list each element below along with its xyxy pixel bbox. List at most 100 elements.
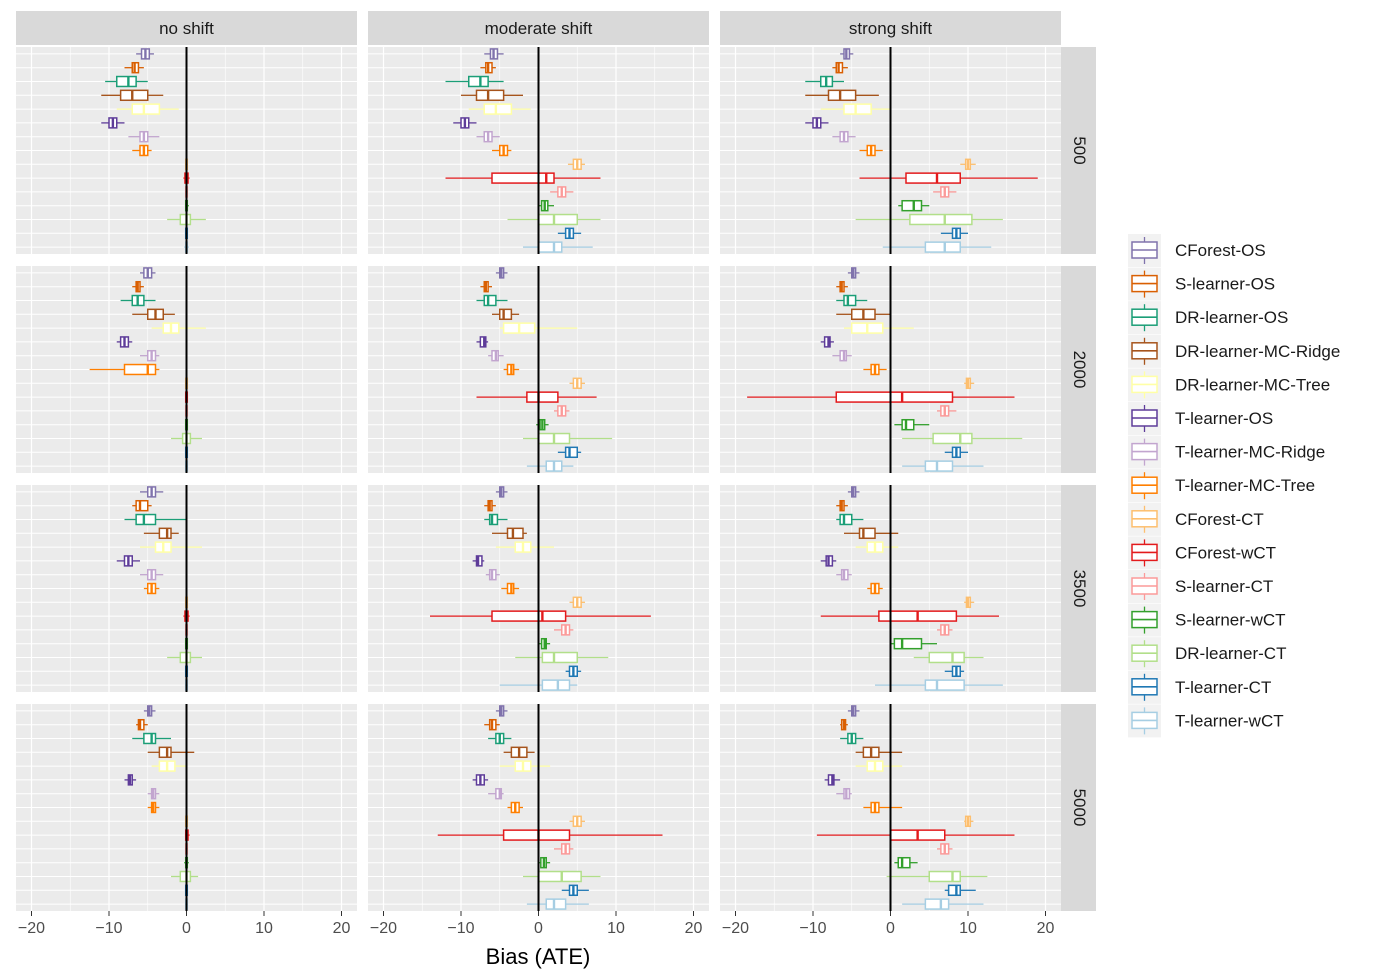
box-dr-learner-os [836,294,868,307]
box-t-learner-wct [526,898,589,910]
legend-item: DR-learner-MC-Ridge [1128,334,1340,368]
box-dr-learner-mc-ridge [492,527,527,540]
box-s-learner-ct [933,186,957,198]
panel [16,47,357,254]
panel [16,485,357,692]
box-iqr [843,294,857,307]
col-strip [16,11,357,45]
box-t-learner-mc-ridge [128,130,160,143]
box-t-learner-ct [940,227,968,240]
box-cforest-wct [747,391,1015,403]
box-iqr [924,679,965,691]
row-strip-label: 2000 [1070,351,1089,389]
box-dr-learner-mc-tree [855,760,903,772]
box-cforest-ct [964,377,975,390]
box-s-learner-ct [550,186,574,198]
box-dr-learner-mc-ridge [503,746,535,759]
box-t-learner-mc-ridge [832,130,856,143]
box-iqr [928,870,961,883]
box-t-learner-mc-ridge [836,787,852,800]
box-t-learner-mc-tree [863,363,887,376]
box-s-learner-os [836,499,848,512]
box-t-learner-mc-tree [503,363,520,376]
col-strip [368,11,709,45]
box-dr-learner-mc-ridge [101,89,164,102]
box-t-learner-mc-ridge [476,130,500,143]
box-t-learner-ct [944,446,968,459]
box-t-learner-mc-ridge [836,568,852,581]
box-t-learner-wct [526,460,574,472]
legend-item: S-learner-OS [1128,267,1275,301]
col-strip [720,11,1061,45]
box-cforest-os [140,486,164,498]
x-tick-label: 0 [886,920,895,937]
box-dr-learner-mc-tree [468,103,531,115]
box-t-learner-ct [944,884,976,897]
legend-item: S-learner-CT [1128,570,1273,603]
legend-label: DR-learner-MC-Ridge [1175,342,1340,361]
legend-item: CForest-OS [1128,234,1266,267]
x-tick-label: 20 [685,920,703,937]
box-dr-learner-mc-ridge [836,308,891,321]
box-iqr [491,172,555,184]
x-tick-label: −20 [722,920,749,937]
box-iqr [123,363,157,376]
legend-label: S-learner-CT [1175,577,1273,596]
legend-label: CForest-OS [1175,241,1266,260]
box-s-learner-os [480,280,492,293]
box-s-learner-os [840,718,848,731]
box-dr-learner-mc-ridge [844,527,899,540]
x-tick-label: 10 [959,920,977,937]
box-t-learner-mc-ridge [488,787,504,800]
legend-label: DR-learner-MC-Tree [1175,375,1330,394]
box-t-learner-mc-ridge [140,568,164,581]
box-dr-learner-os [120,294,156,307]
box-s-learner-os [480,61,496,74]
box-iqr [909,213,973,226]
box-dr-learner-ct [523,432,613,445]
box-t-learner-os [101,117,125,129]
box-dr-learner-mc-tree [151,760,187,772]
box-s-learner-ct [554,843,574,855]
box-cforest-os [143,705,156,717]
box-cforest-os [847,486,860,498]
box-iqr [932,432,973,445]
x-tick-label: 10 [255,920,273,937]
x-tick-label: 20 [1037,920,1055,937]
box-iqr [506,527,524,540]
box-dr-learner-os [445,75,504,88]
box-iqr [131,103,161,115]
box-dr-learner-ct [913,651,984,664]
box-iqr [905,172,961,184]
box-iqr [537,241,563,253]
box-t-learner-mc-tree [143,582,160,595]
panels-layer: no shift moderate shift strong shift500200… [16,11,1096,937]
box-t-learner-mc-ridge [485,568,500,581]
box-dr-learner-os [105,75,148,88]
box-s-learner-wct [890,637,937,650]
box-t-learner-wct [523,241,593,253]
box-t-learner-wct [902,898,984,910]
box-iqr [537,870,582,883]
legend-label: DR-learner-OS [1175,308,1288,327]
box-dr-learner-mc-tree [495,541,554,553]
box-cforest-wct [859,172,1038,184]
box-iqr [483,103,513,115]
box-t-learner-mc-ridge [488,349,504,362]
box-dr-learner-os [124,513,187,526]
box-cforest-os [136,48,154,60]
box-s-learner-os [124,61,144,74]
box-iqr [835,391,954,403]
box-dr-learner-ct [902,432,1023,445]
box-t-learner-os [820,336,834,348]
box-s-learner-wct [894,418,930,431]
box-dr-learner-ct [523,870,601,883]
box-iqr [502,829,571,841]
box-t-learner-ct [561,884,589,897]
x-tick-label: −20 [370,920,397,937]
box-t-learner-mc-tree [867,582,883,595]
panel [720,485,1061,692]
box-iqr [858,527,876,540]
box-cforest-wct [476,391,597,403]
